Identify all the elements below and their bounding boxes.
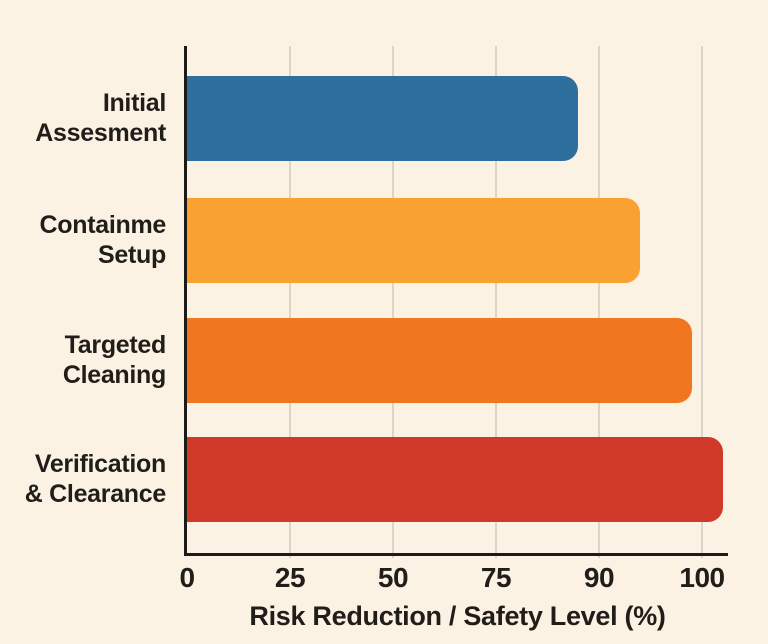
x-tick-label-50: 50 (377, 562, 409, 593)
x-tick-label-25: 25 (274, 562, 306, 593)
x-tick-label-0: 0 (179, 562, 195, 593)
gridline-100 (701, 46, 703, 558)
y-axis-line (184, 46, 187, 556)
x-axis-title: Risk Reduction / Safety Level (%) (249, 601, 666, 631)
category-label-2: Containme Setup (39, 211, 167, 269)
gridline-75 (495, 46, 497, 558)
category-label-4: Verification & Clearance (24, 450, 167, 508)
x-tick-label-75: 75 (480, 562, 512, 593)
plot-area (184, 46, 728, 558)
x-axis-line (184, 553, 728, 556)
bar-4 (187, 436, 723, 522)
gridline-25 (289, 46, 291, 558)
gridline-90 (598, 46, 600, 558)
bar-3 (187, 317, 692, 403)
gridline-50 (392, 46, 394, 558)
x-tick-label-90: 90 (583, 562, 615, 593)
x-tick-label-100: 100 (679, 562, 725, 593)
bar-2 (187, 197, 641, 283)
category-label-3: Targeted Cleaning (62, 331, 166, 389)
bar-1 (187, 75, 579, 161)
category-label-1: Initial Assesment (35, 89, 166, 147)
